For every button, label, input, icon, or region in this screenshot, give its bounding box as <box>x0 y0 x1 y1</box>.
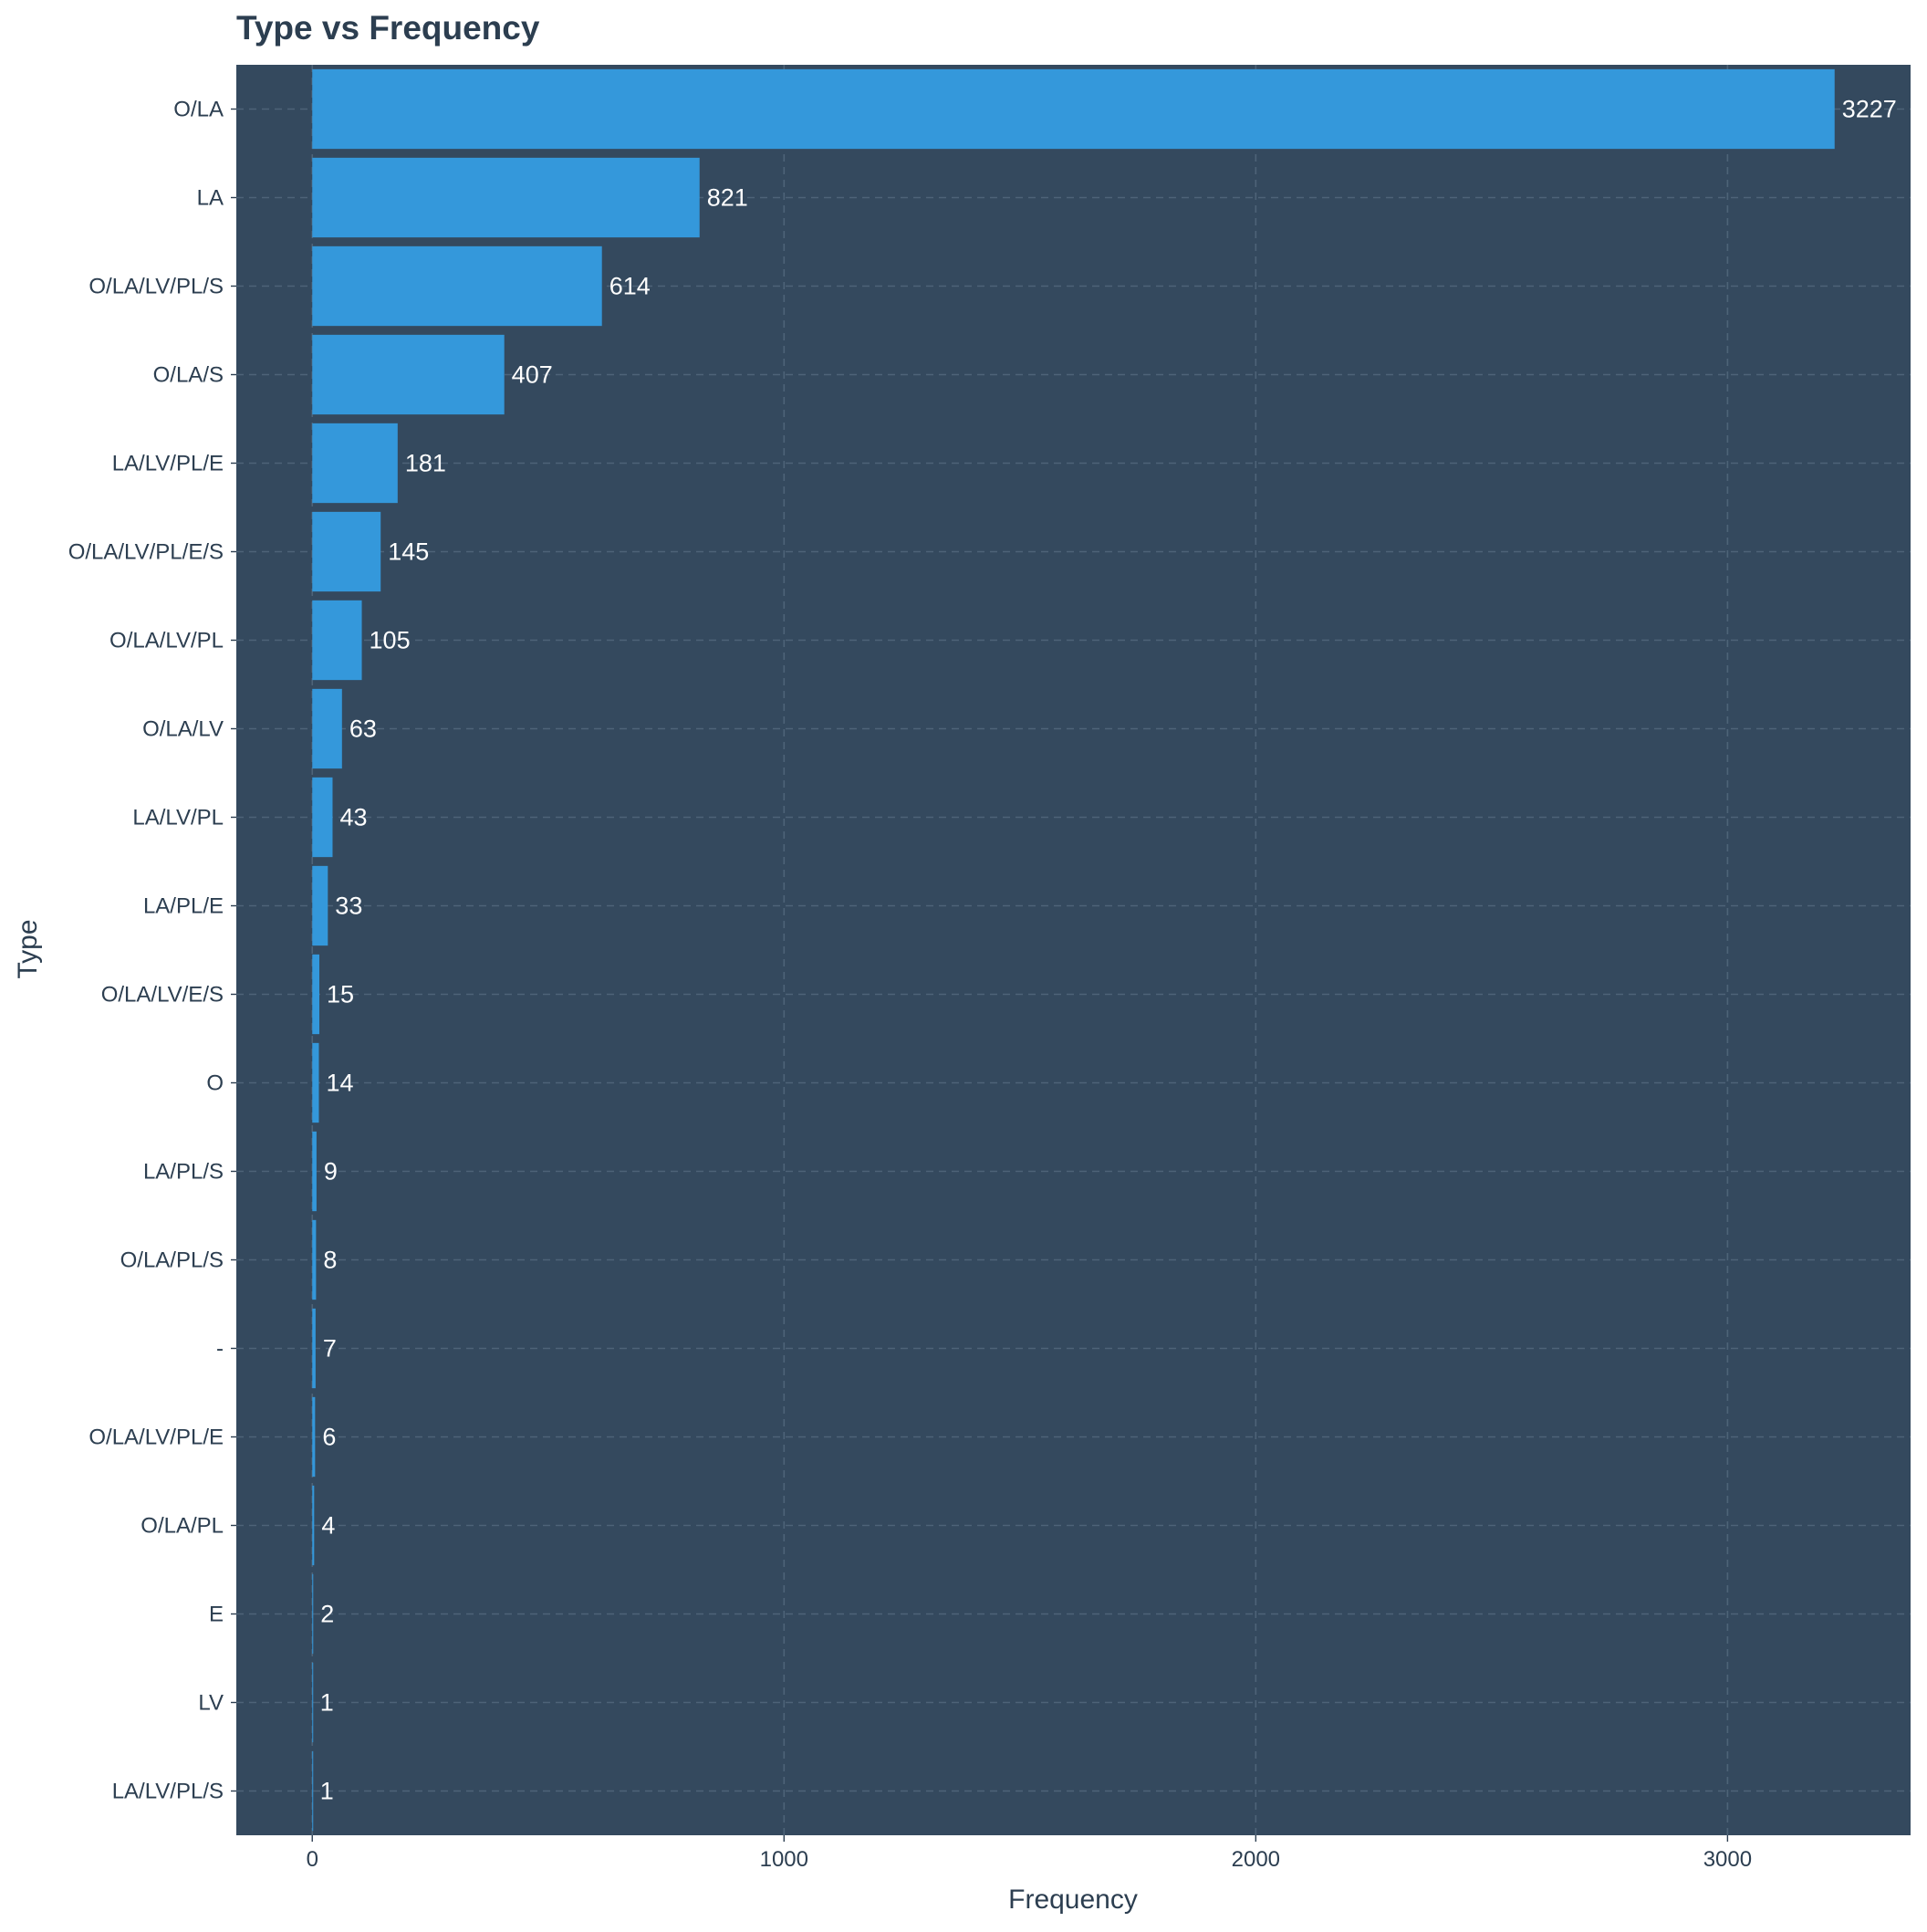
bar <box>312 1485 315 1566</box>
y-tick-label: LA/PL/E <box>143 894 224 919</box>
chart-title: Type vs Frequency <box>236 9 540 47</box>
y-tick-label: LA <box>197 186 224 211</box>
x-tick-label: 2000 <box>1232 1847 1280 1872</box>
data-label: 2 <box>320 1601 334 1628</box>
data-label: 181 <box>405 450 446 477</box>
bar <box>312 1308 316 1389</box>
data-label: 15 <box>327 981 354 1008</box>
y-tick-label: O/LA/LV <box>142 717 224 742</box>
data-label: 8 <box>323 1247 337 1274</box>
data-label: 145 <box>388 538 429 566</box>
data-label: 105 <box>370 627 411 654</box>
data-label: 614 <box>609 273 651 300</box>
y-tick-label: O/LA/LV/PL/E <box>89 1426 224 1450</box>
data-label: 821 <box>707 184 748 212</box>
bar <box>312 157 700 238</box>
bars-layer <box>312 68 1835 1832</box>
bar <box>312 1750 314 1832</box>
y-tick-label: - <box>216 1337 224 1362</box>
data-label: 407 <box>512 361 553 389</box>
data-label: 1 <box>320 1689 334 1717</box>
y-tick-label: O <box>206 1071 224 1096</box>
grid-layer <box>236 65 1911 1835</box>
bar <box>312 245 602 327</box>
y-tick-label: O/LA <box>173 98 224 122</box>
data-label: 43 <box>339 804 367 831</box>
x-axis: 0 1000 2000 3000 <box>307 1835 1752 1872</box>
y-tick-label: LA/PL/S <box>143 1160 224 1185</box>
data-labels-layer: 3227 821 614 407 181 145 105 63 43 33 15 14 9 8 7 6 4 2 1 1 <box>320 96 1897 1805</box>
y-axis: O/LA LA O/LA/LV/PL/S O/LA/S LA/LV/PL/E O/LA/L… <box>68 98 236 1804</box>
bar <box>312 68 1835 150</box>
data-label: 33 <box>335 893 362 920</box>
bar <box>312 1662 314 1743</box>
bar <box>312 777 333 858</box>
x-tick-label: 0 <box>307 1847 318 1872</box>
data-label: 6 <box>322 1424 336 1451</box>
bar <box>312 1219 317 1300</box>
data-label: 4 <box>321 1512 335 1540</box>
data-label: 9 <box>324 1158 338 1185</box>
plot-panel <box>236 65 1911 1835</box>
y-tick-label: O/LA/LV/E/S <box>101 983 224 1008</box>
bar <box>312 954 320 1035</box>
bar <box>312 511 381 592</box>
y-tick-label: O/LA/PL <box>141 1514 224 1539</box>
bar <box>312 423 398 504</box>
y-tick-label: LA/LV/PL <box>132 806 224 830</box>
y-tick-label: LV <box>198 1691 224 1716</box>
bar <box>312 688 342 769</box>
data-label: 63 <box>349 715 377 743</box>
y-tick-label: O/LA/LV/PL <box>109 629 224 653</box>
y-tick-label: E <box>209 1603 224 1627</box>
bar <box>312 1042 319 1123</box>
bar <box>312 865 328 946</box>
y-tick-label: O/LA/LV/PL/S <box>89 275 224 299</box>
bar <box>312 1573 314 1655</box>
bar <box>312 334 505 415</box>
y-tick-label: LA/LV/PL/E <box>112 452 224 476</box>
y-tick-label: O/LA/PL/S <box>120 1248 224 1273</box>
y-axis-title: Type <box>13 919 43 978</box>
x-axis-title: Frequency <box>1008 1885 1138 1915</box>
data-label: 14 <box>326 1070 353 1097</box>
bar <box>312 600 362 681</box>
y-tick-label: O/LA/LV/PL/E/S <box>68 540 224 565</box>
x-tick-label: 3000 <box>1703 1847 1752 1872</box>
bar <box>312 1396 316 1478</box>
bar <box>312 1131 317 1212</box>
y-tick-label: LA/LV/PL/S <box>112 1780 224 1804</box>
y-tick-label: O/LA/S <box>153 363 224 388</box>
data-label: 1 <box>320 1778 334 1805</box>
data-label: 7 <box>323 1335 337 1363</box>
data-label: 3227 <box>1842 96 1897 123</box>
x-tick-label: 1000 <box>760 1847 808 1872</box>
